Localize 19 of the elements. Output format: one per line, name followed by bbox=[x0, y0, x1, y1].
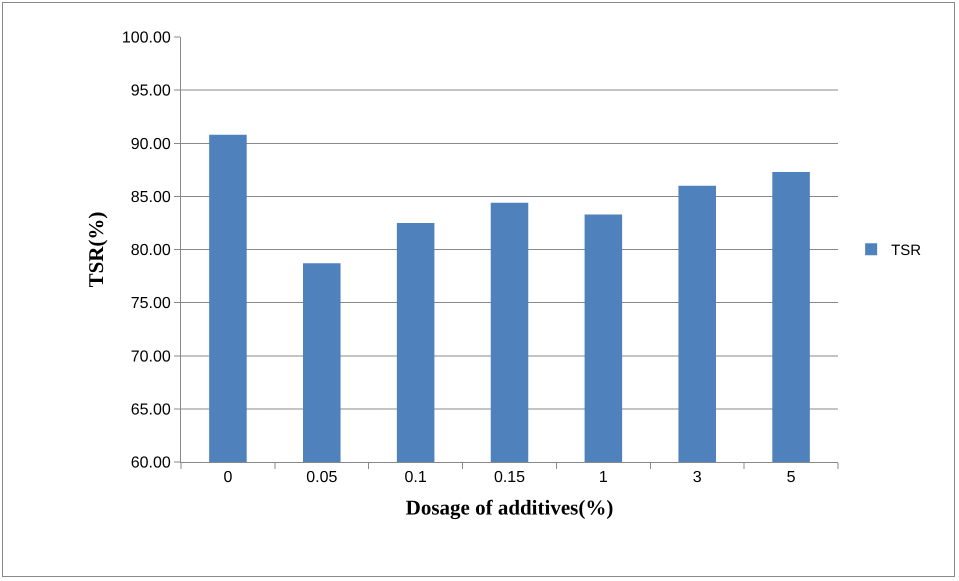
y-axis-title: TSR(%) bbox=[84, 212, 108, 288]
x-tick-label: 0.1 bbox=[404, 469, 427, 486]
y-tick-label: 65.00 bbox=[130, 401, 171, 418]
legend-label: TSR bbox=[891, 242, 922, 260]
x-tick-label: 0.15 bbox=[494, 469, 526, 486]
y-tick-label: 80.00 bbox=[130, 242, 171, 260]
y-tick-label: 60.00 bbox=[130, 454, 171, 472]
x-tick-label: 0 bbox=[223, 469, 232, 486]
x-tick-label: 1 bbox=[598, 469, 608, 486]
y-tick-label: 85.00 bbox=[130, 188, 171, 206]
x-tick-label: 0.05 bbox=[306, 469, 338, 486]
y-tick-label: 95.00 bbox=[130, 82, 171, 100]
y-tick-label: 70.00 bbox=[130, 348, 171, 366]
x-tick-label: 5 bbox=[786, 469, 796, 486]
y-tick-label: 75.00 bbox=[130, 295, 171, 312]
x-axis-title: Dosage of additives(%) bbox=[406, 495, 614, 520]
y-tick-label: 100.00 bbox=[122, 30, 171, 47]
x-tick-label: 3 bbox=[692, 469, 702, 486]
y-tick-label: 90.00 bbox=[130, 136, 171, 153]
